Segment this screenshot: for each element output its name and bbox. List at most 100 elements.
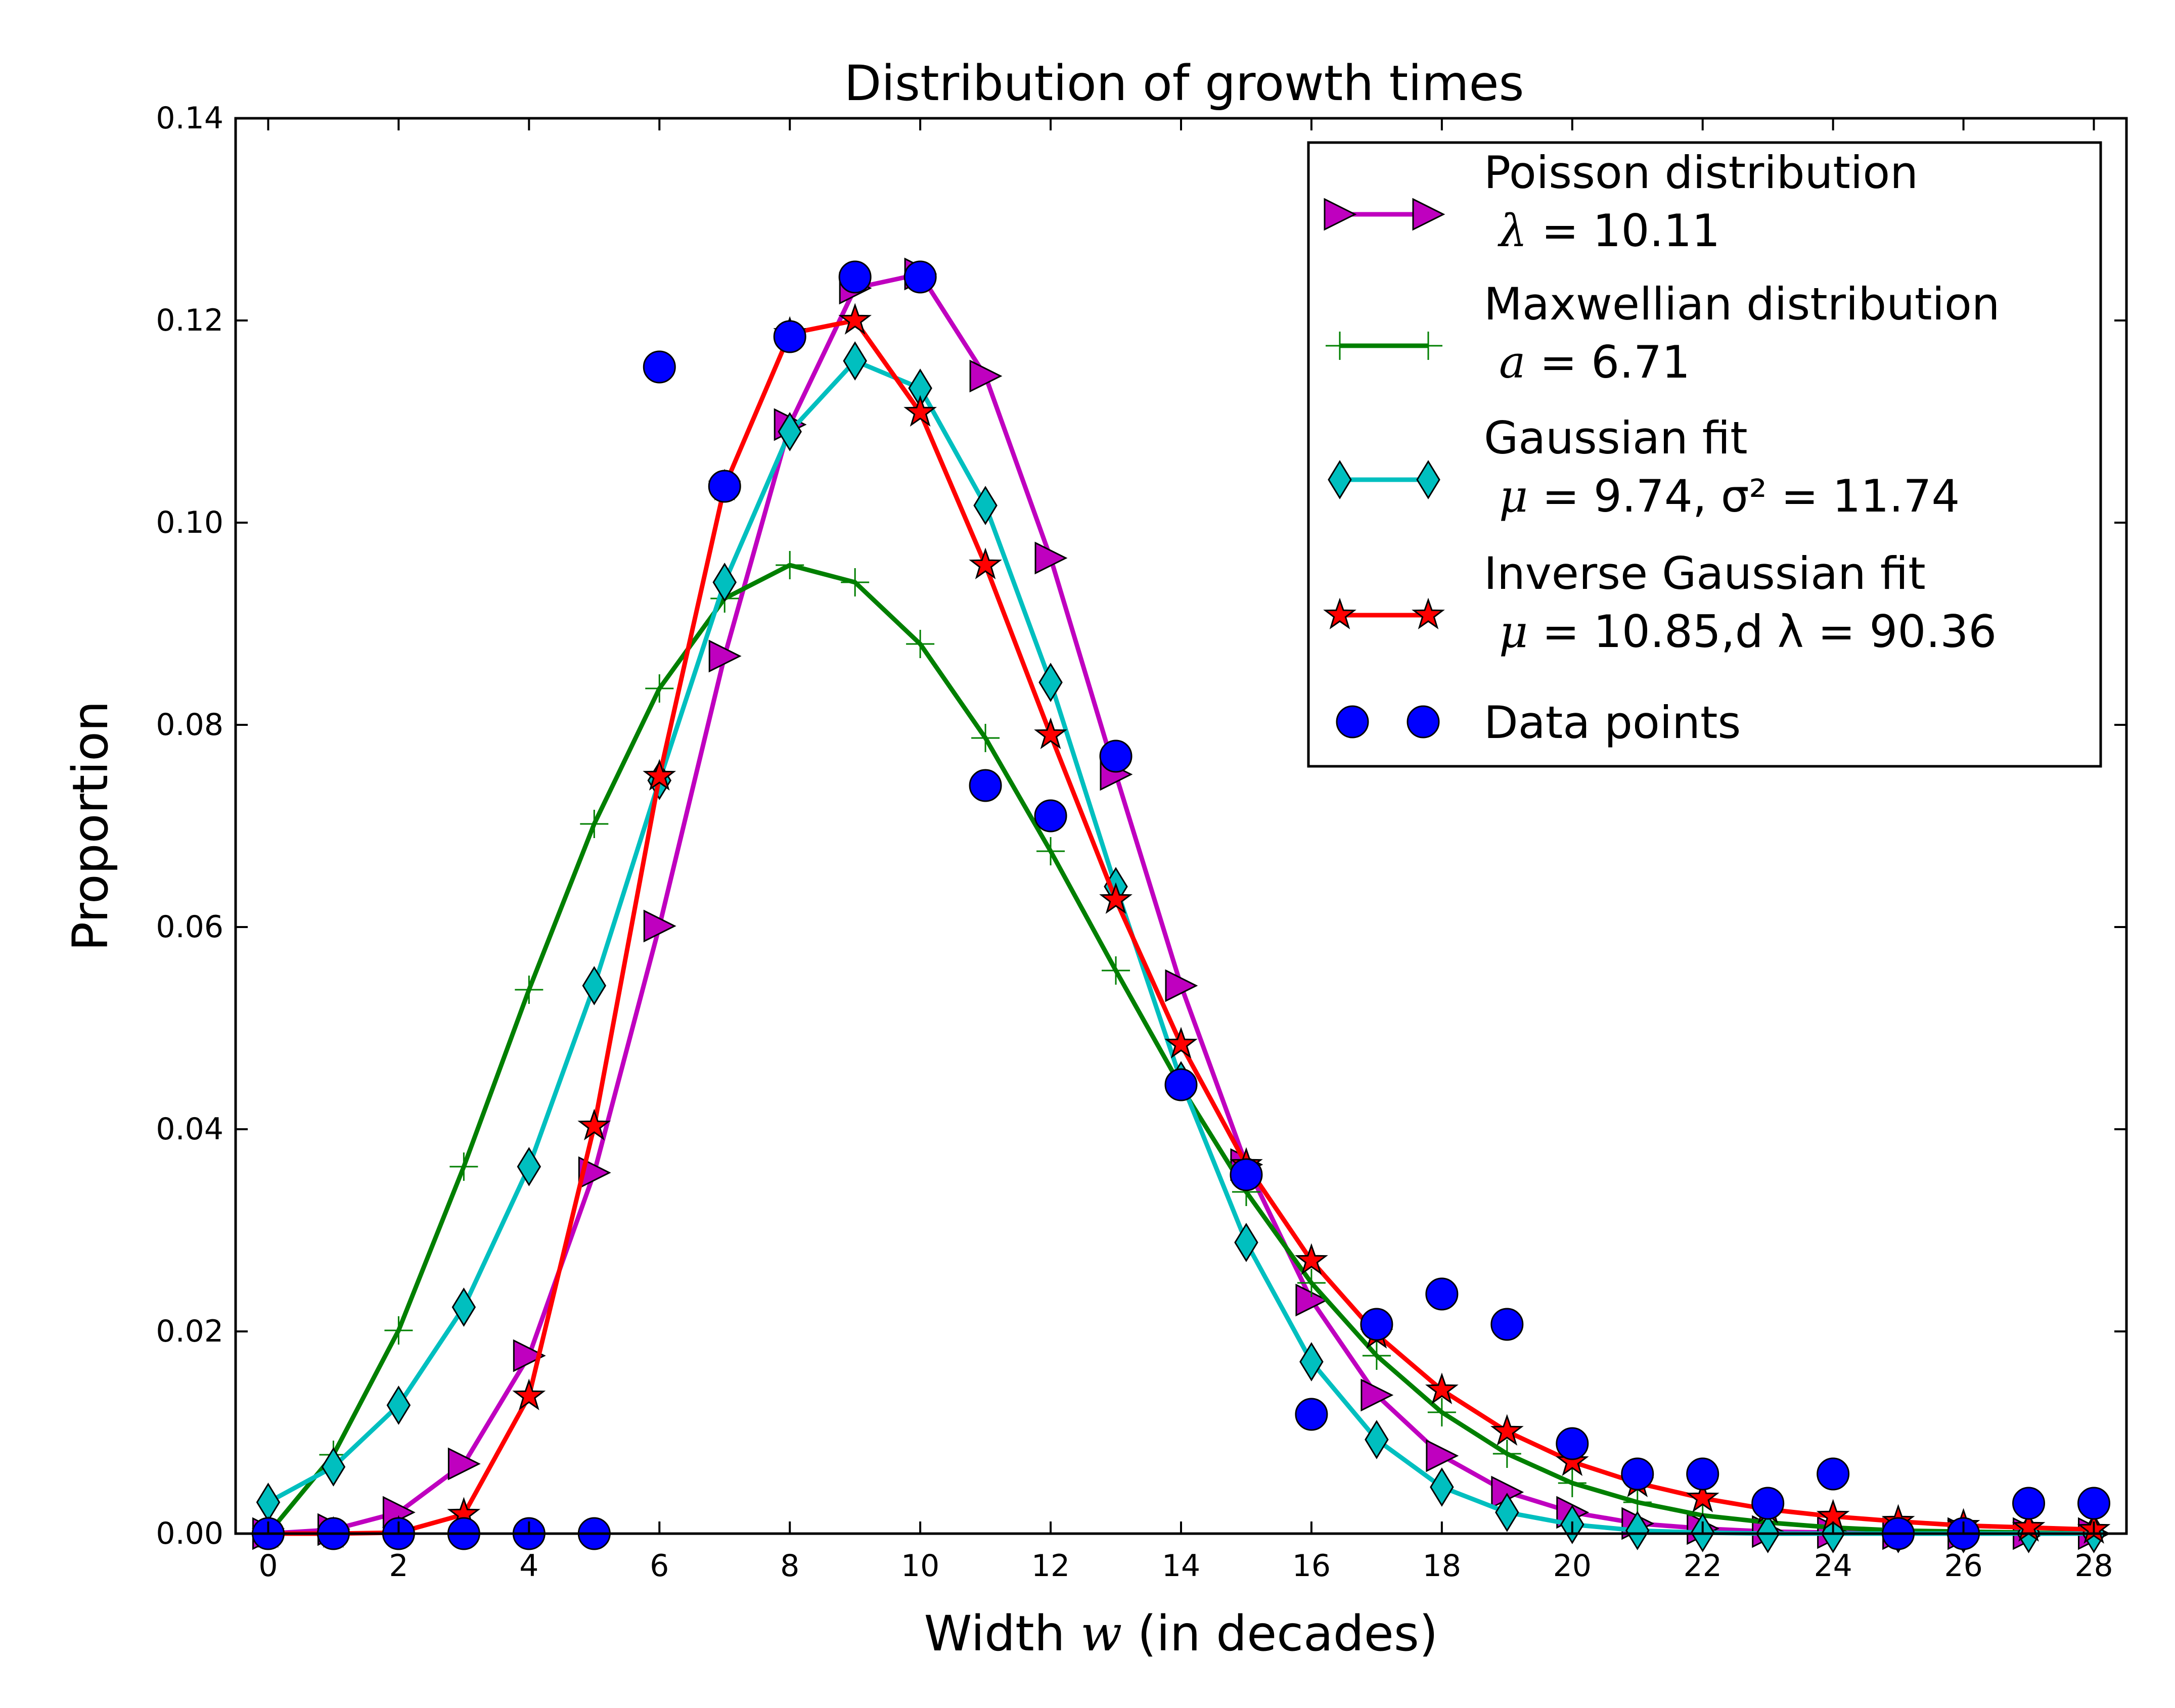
gaussian-fit-point <box>582 966 607 1005</box>
gaussian-fit-point <box>386 1386 411 1425</box>
x-tick-label: 4 <box>519 1548 538 1584</box>
y-tick-label: 0.02 <box>156 1314 223 1349</box>
inverse-gaussian-fit-point <box>512 1378 546 1411</box>
maxwellian-distribution-point <box>971 724 1000 752</box>
legend-data-points-marker-left <box>1336 705 1369 738</box>
gaussian-fit-point <box>321 1447 346 1487</box>
data-point <box>1556 1427 1589 1460</box>
inverse-gaussian-fit-point <box>838 303 872 335</box>
x-axis-ticks: 0 2 4 6 8 10 12 14 16 18 20 22 24 26 28 <box>258 118 2113 1584</box>
x-tick-label: 20 <box>1553 1548 1592 1584</box>
gaussian-fit-point <box>517 1147 541 1186</box>
legend-inverse-gaussian-fit-marker-left <box>1323 597 1356 630</box>
x-axis-label: Width w (in decades) <box>924 1605 1438 1662</box>
maxwellian-distribution-point <box>1102 956 1130 985</box>
gaussian-fit-point <box>712 563 737 602</box>
maxwellian-distribution-point <box>1427 1398 1456 1426</box>
poisson-distribution-point <box>1165 969 1198 1002</box>
poisson-distribution-point <box>1034 541 1068 575</box>
data-point <box>903 260 937 294</box>
poisson-distribution-point <box>447 1447 481 1481</box>
maxwellian-distribution-point <box>515 976 543 1004</box>
data-point <box>969 769 1002 802</box>
legend-gaussian-fit-param-var: μ <box>1499 470 1528 522</box>
legend-gaussian-fit-marker-left <box>1328 460 1352 499</box>
data-point <box>643 350 676 384</box>
legend-poisson-distribution-param: λ = 10.11 <box>1498 205 1720 257</box>
y-tick-label: 0.12 <box>156 303 223 338</box>
legend-gaussian-fit-label: Gaussian fit <box>1484 412 1748 464</box>
maxwellian-distribution-point <box>384 1316 413 1345</box>
inverse-gaussian-fit-point <box>1295 1243 1328 1275</box>
maxwellian-distribution-point <box>776 551 804 579</box>
data-point <box>838 260 872 294</box>
maxwellian-distribution-point <box>906 630 935 658</box>
gaussian-fit-point <box>778 412 802 451</box>
x-tick-label: 8 <box>780 1548 799 1584</box>
data-point <box>1621 1457 1654 1491</box>
legend-gaussian-fit-marker-right <box>1416 460 1440 499</box>
legend-inverse-gaussian-fit-param-value: = 10.85,d λ = 90.36 <box>1528 606 1997 658</box>
data-point <box>1099 740 1132 773</box>
maxwellian-distribution-point <box>449 1152 478 1181</box>
legend-maxwellian-distribution-marker-right <box>1414 332 1442 360</box>
legend-maxwellian-distribution-param: a = 6.71 <box>1499 336 1690 388</box>
maxwellian-distribution-point <box>1492 1440 1521 1468</box>
y-tick-label: 0.00 <box>156 1516 223 1551</box>
data-point <box>1360 1308 1393 1341</box>
gaussian-fit-point <box>1495 1493 1519 1532</box>
gaussian-fit-point <box>1365 1420 1389 1459</box>
inverse-gaussian-fit-point <box>643 759 676 791</box>
legend-box <box>1307 141 2102 768</box>
poisson-distribution-point <box>969 359 1003 393</box>
y-tick-label: 0.14 <box>156 101 223 136</box>
data-point <box>1490 1308 1524 1341</box>
maxwellian-distribution-point <box>1036 837 1065 865</box>
y-tick-label: 0.08 <box>156 707 223 743</box>
gaussian-fit-point <box>973 486 998 525</box>
gaussian-fit-point <box>1625 1511 1650 1550</box>
x-tick-label: 22 <box>1684 1548 1722 1584</box>
data-point <box>2077 1487 2111 1520</box>
legend-poisson-distribution-marker-left <box>1324 198 1357 231</box>
data-point <box>1425 1277 1459 1311</box>
x-tick-label: 18 <box>1423 1548 1461 1584</box>
maxwellian-distribution-point <box>645 674 674 703</box>
legend-inverse-gaussian-fit-label: Inverse Gaussian fit <box>1484 547 1926 599</box>
gaussian-fit-point <box>1430 1467 1454 1507</box>
inverse-gaussian-fit-point <box>1034 717 1067 750</box>
gaussian-fit-point <box>1299 1342 1324 1381</box>
x-tick-label: 6 <box>650 1548 669 1584</box>
x-tick-label: 12 <box>1031 1548 1070 1584</box>
y-axis-ticks: 0.00 0.02 0.04 0.06 0.08 0.10 0.12 0.14 <box>156 101 2126 1551</box>
inverse-gaussian-fit-point <box>577 1109 611 1141</box>
maxwellian-distribution-point <box>841 568 870 596</box>
data-point <box>708 470 741 503</box>
x-tick-label: 10 <box>901 1548 939 1584</box>
legend-inverse-gaussian-fit-marker-right <box>1412 597 1445 630</box>
inverse-gaussian-fit-point <box>1099 882 1132 914</box>
inverse-gaussian-fit-point <box>1164 1027 1198 1059</box>
y-tick-label: 0.06 <box>156 909 223 945</box>
legend-poisson-distribution-marker-right <box>1412 198 1445 231</box>
poisson-distribution-point <box>643 909 676 943</box>
legend-poisson-distribution-param-var: λ <box>1498 205 1527 257</box>
poisson-distribution-point <box>1426 1439 1459 1472</box>
gaussian-fit-point <box>843 341 867 381</box>
inverse-gaussian-fit-point <box>903 395 937 427</box>
data-point <box>2012 1487 2046 1520</box>
x-axis-label-pre: Width <box>924 1605 1080 1662</box>
inverse-gaussian-fit-point <box>969 547 1002 580</box>
inverse-gaussian-fit-point <box>1425 1372 1459 1405</box>
x-tick-label: 26 <box>1944 1548 1982 1584</box>
legend: Poisson distribution λ = 10.11 Maxwellian … <box>1307 141 2102 768</box>
legend-inverse-gaussian-fit-param: μ = 10.85,d λ = 90.36 <box>1499 606 1997 658</box>
maxwellian-distribution-point <box>1297 1269 1326 1297</box>
data-point <box>773 320 806 353</box>
x-tick-label: 0 <box>258 1548 278 1584</box>
data-point <box>1817 1457 1850 1491</box>
inverse-gaussian-fit-point <box>1686 1481 1719 1513</box>
x-tick-label: 14 <box>1162 1548 1200 1584</box>
legend-poisson-distribution-param-value: = 10.11 <box>1527 205 1720 257</box>
y-axis-label: Proportion <box>62 701 119 951</box>
